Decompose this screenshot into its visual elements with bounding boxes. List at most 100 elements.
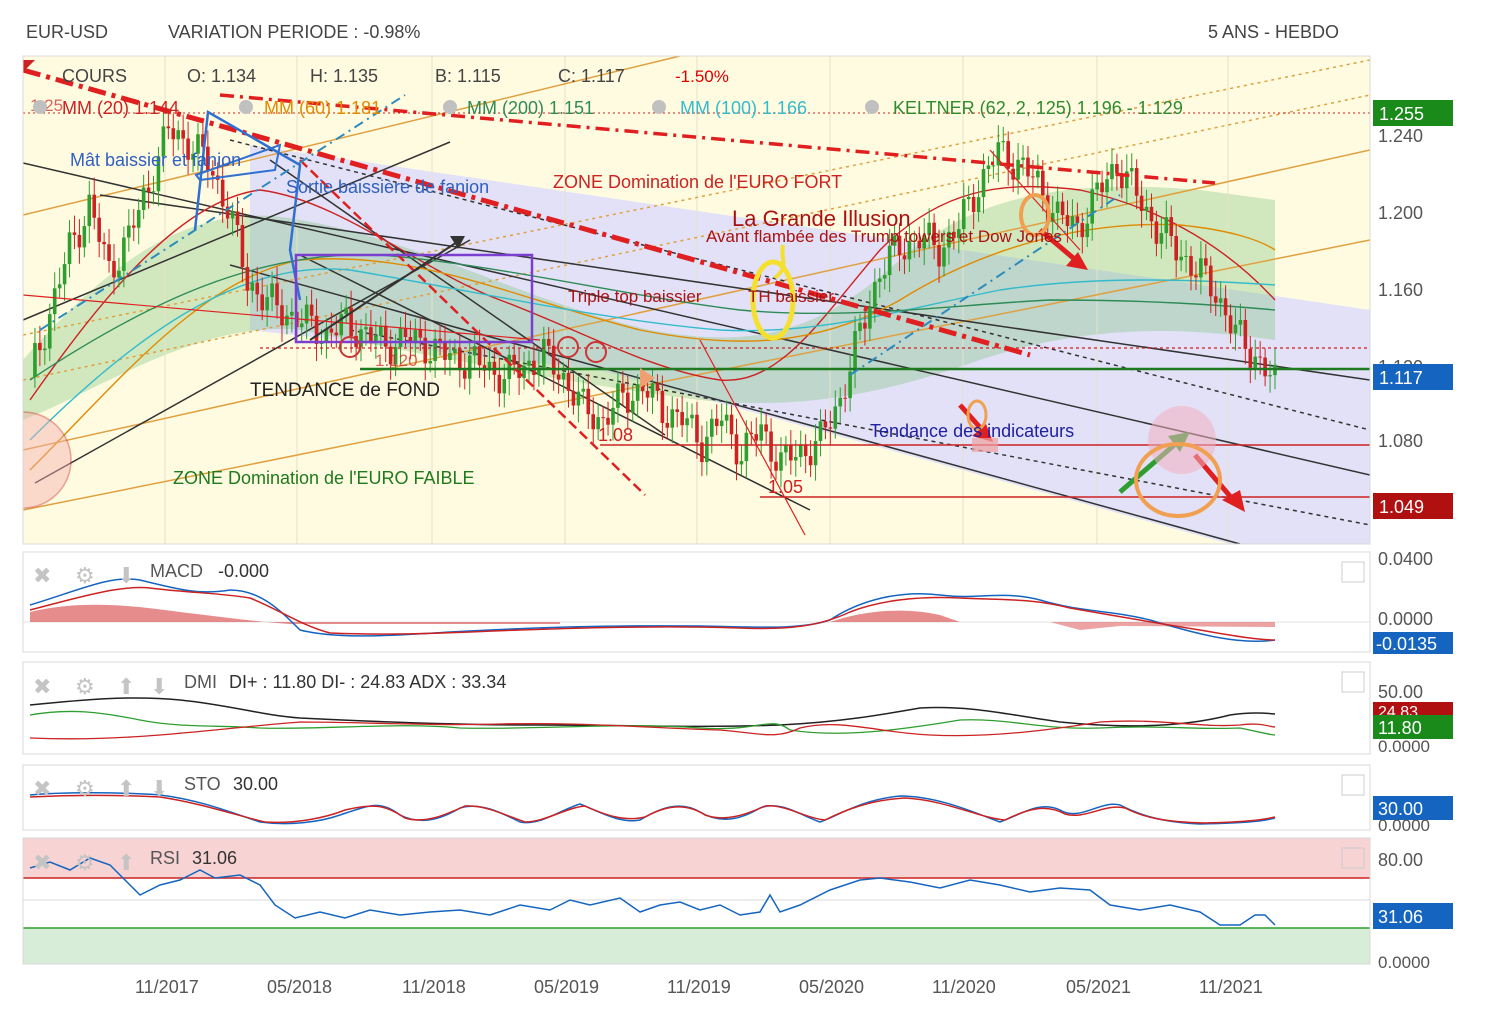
arrow-up-icon[interactable]: ⬆ xyxy=(117,674,135,699)
candle-body xyxy=(161,126,166,157)
candle-body xyxy=(1085,223,1090,238)
dmi-checkbox[interactable] xyxy=(1341,671,1365,693)
candle-body xyxy=(1194,275,1198,278)
candle-body xyxy=(82,226,87,248)
candle-body xyxy=(225,206,230,219)
candle-body xyxy=(556,374,561,380)
dmi-tick-zero: 0.0000 xyxy=(1378,737,1430,756)
candle-body xyxy=(87,194,92,227)
candle-body xyxy=(171,128,176,140)
legend-corner-icon xyxy=(23,60,35,72)
macd-checkbox[interactable] xyxy=(1341,561,1365,583)
arrow-down-icon[interactable]: ⬇ xyxy=(150,776,168,801)
arrow-down-icon[interactable]: ⬇ xyxy=(117,563,135,588)
yellow-stroke xyxy=(773,244,786,280)
close-icon[interactable]: ✖ xyxy=(33,563,51,588)
candle-body xyxy=(250,282,255,291)
candle-body xyxy=(645,391,650,398)
badge-sto xyxy=(1373,796,1453,820)
candle-body xyxy=(749,432,754,435)
badge-macd-value: -0.0135 xyxy=(1376,634,1437,654)
candle-body xyxy=(448,353,452,360)
gear-icon[interactable]: ⚙ xyxy=(75,674,95,699)
badge-rsi-value: 31.06 xyxy=(1378,907,1423,927)
rsi-tick-top: 80.00 xyxy=(1378,850,1423,870)
close-icon[interactable]: ✖ xyxy=(33,674,51,699)
main-panel-border xyxy=(22,55,1371,545)
candle-body xyxy=(1055,201,1060,213)
orange-circle-ind xyxy=(966,399,988,431)
macd-signal-line xyxy=(29,586,1276,641)
arrow-down-icon[interactable]: ⬇ xyxy=(150,674,168,699)
mm100-line xyxy=(29,268,1276,441)
legend-low: B: 1.115 xyxy=(435,66,501,86)
candle-body xyxy=(611,407,615,425)
x-tick-label: 11/2019 xyxy=(667,977,731,997)
gear-icon[interactable] xyxy=(865,100,879,114)
x-tick-label: 11/2021 xyxy=(1199,977,1263,997)
sto-checkbox[interactable] xyxy=(1341,774,1365,796)
candle-body xyxy=(299,323,304,328)
candle-body xyxy=(537,367,541,375)
orange-circle-large xyxy=(1134,442,1222,518)
gear-icon[interactable] xyxy=(33,100,47,114)
candle-body xyxy=(181,130,185,139)
candle-body xyxy=(739,461,744,465)
candle-body xyxy=(344,307,348,315)
candle-body xyxy=(1001,141,1006,143)
arrow-up-icon[interactable]: ⬆ xyxy=(117,850,135,875)
candle-body xyxy=(136,209,141,228)
gear-icon[interactable]: ⚙ xyxy=(75,563,95,588)
gear-icon[interactable] xyxy=(652,100,666,114)
candle-body xyxy=(616,383,620,408)
candle-body xyxy=(571,390,576,406)
candle-body xyxy=(497,374,502,394)
dmi-background xyxy=(22,661,1371,755)
candle-body xyxy=(107,244,111,261)
candle-body xyxy=(877,278,882,282)
candle-body xyxy=(374,335,378,342)
candle-body xyxy=(601,417,605,419)
candle-body xyxy=(640,384,645,392)
gear-icon[interactable] xyxy=(239,100,253,114)
candle-body xyxy=(581,388,586,392)
candle-body xyxy=(957,229,961,238)
gear-icon[interactable]: ⚙ xyxy=(75,850,95,875)
candle-body xyxy=(813,441,818,466)
candle-body xyxy=(146,187,151,192)
candle-body xyxy=(1204,258,1208,266)
badge-dmi-green-value: 11.80 xyxy=(1378,718,1422,738)
arrow-up-icon[interactable]: ⬆ xyxy=(117,776,135,801)
red-trend-lines xyxy=(23,67,1216,536)
gear-icon[interactable]: ⚙ xyxy=(75,776,95,801)
annot-baissier: TH baissier xyxy=(748,287,834,306)
candle-body xyxy=(1021,157,1025,160)
rsi-checkbox[interactable] xyxy=(1341,847,1365,869)
annot-108: 1.08 xyxy=(598,425,633,445)
candle-body xyxy=(759,424,763,441)
candle-body xyxy=(141,187,146,210)
gear-icon[interactable] xyxy=(443,100,457,114)
candle-body xyxy=(1248,348,1253,368)
candle-body xyxy=(621,383,625,393)
candle-body xyxy=(596,417,600,430)
candle-body xyxy=(423,337,428,364)
close-icon[interactable]: ✖ xyxy=(33,776,51,801)
candle-body xyxy=(1006,141,1011,169)
close-icon[interactable]: ✖ xyxy=(33,850,51,875)
candle-body xyxy=(1095,182,1099,190)
legend-keltner: KELTNER (62, 2, 125) 1.196 - 1.129 xyxy=(893,98,1183,118)
candle-body xyxy=(705,436,709,463)
candle-body xyxy=(695,414,699,443)
rsi-tick-zero: 0.0000 xyxy=(1378,953,1430,972)
sto-label: STO xyxy=(184,774,221,794)
candle-body xyxy=(512,354,516,365)
annot-105: 1.05 xyxy=(768,477,803,497)
candle-body xyxy=(1070,216,1075,227)
candle-body xyxy=(1149,206,1154,222)
candle-body xyxy=(1016,159,1020,180)
macd-line xyxy=(29,578,1276,643)
legend-mm200: MM (200) 1.151 xyxy=(467,98,594,118)
annot-sortie: Sortie baissière de fanion xyxy=(286,177,489,197)
candle-body xyxy=(349,307,353,337)
